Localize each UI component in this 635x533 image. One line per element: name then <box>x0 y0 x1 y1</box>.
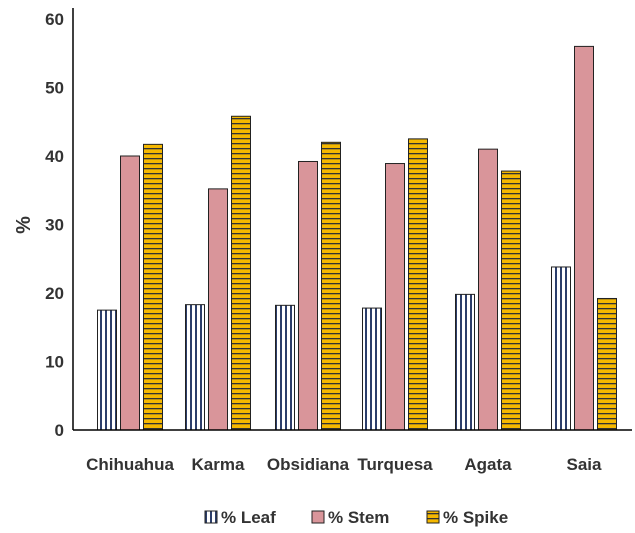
bar-spike <box>408 138 428 431</box>
bars <box>97 45 617 431</box>
y-tick-label: 40 <box>45 147 64 166</box>
y-tick-label: 20 <box>45 284 64 303</box>
x-tick-label: Chihuahua <box>86 455 174 474</box>
bar-spike <box>143 143 163 431</box>
legend-label: % Leaf <box>221 508 276 527</box>
bar-spike <box>321 141 341 431</box>
y-axis-label: % <box>13 216 35 234</box>
legend-swatch <box>204 510 218 524</box>
y-tick-labels: 0 10 20 30 40 50 60 <box>45 10 64 440</box>
bar-stem <box>208 188 228 431</box>
y-tick-label: 50 <box>45 79 64 98</box>
bar-stem <box>574 45 594 431</box>
bar-spike <box>501 170 521 431</box>
bar-stem <box>298 160 318 431</box>
legend-label: % Spike <box>443 508 508 527</box>
y-tick-label: 60 <box>45 10 64 29</box>
bar-leaf <box>275 304 295 431</box>
x-tick-label: Obsidiana <box>267 455 350 474</box>
bar-spike <box>231 115 251 431</box>
legend: % Leaf % Stem % Spike <box>204 508 508 527</box>
x-tick-label: Agata <box>464 455 512 474</box>
bar-spike <box>597 297 617 431</box>
x-tick-label: Karma <box>192 455 245 474</box>
x-tick-label: Saia <box>567 455 603 474</box>
bar-stem <box>120 155 140 431</box>
legend-label: % Stem <box>328 508 389 527</box>
bar-leaf <box>551 266 571 431</box>
legend-swatch <box>311 510 325 524</box>
bar-leaf <box>362 307 382 431</box>
y-tick-label: 10 <box>45 353 64 372</box>
category-labels: Chihuahua Karma Obsidiana Turquesa Agata Saia <box>86 455 602 474</box>
legend-swatch <box>426 510 440 524</box>
bar-stem <box>385 163 405 431</box>
y-tick-label: 30 <box>45 216 64 235</box>
bar-leaf <box>455 293 475 431</box>
x-tick-label: Turquesa <box>357 455 433 474</box>
bar-stem <box>478 148 498 431</box>
bar-leaf <box>185 304 205 431</box>
bar-leaf <box>97 309 117 431</box>
y-tick-label: 0 <box>55 421 64 440</box>
